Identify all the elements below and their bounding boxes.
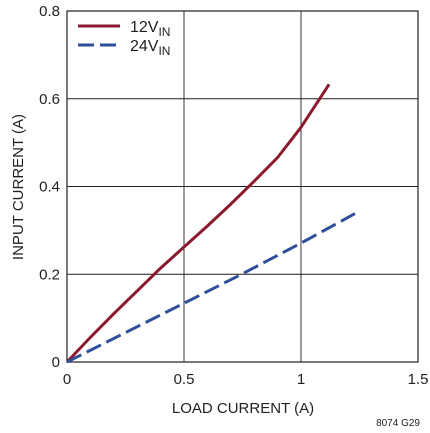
y-tick-label-1: 0.2 xyxy=(39,266,60,283)
x-tick-labels: 0 0.5 1 1.5 xyxy=(63,371,429,388)
y-tick-label-3: 0.6 xyxy=(39,91,60,108)
x-axis-label: LOAD CURRENT (A) xyxy=(172,400,314,417)
y-axis-label: INPUT CURRENT (A) xyxy=(10,114,27,260)
legend-label-0: 12VIN xyxy=(130,19,170,39)
x-tick-label-2: 1 xyxy=(297,371,305,388)
y-tick-label-0: 0 xyxy=(52,354,60,371)
y-tick-labels: 0 0.2 0.4 0.6 0.8 xyxy=(39,3,60,371)
figure-id: 8074 G29 xyxy=(376,418,420,429)
x-tick-label-1: 0.5 xyxy=(174,371,195,388)
y-tick-label-2: 0.4 xyxy=(39,179,60,196)
legend-label-1: 24VIN xyxy=(130,38,170,58)
plot-frame xyxy=(66,10,419,363)
series-line-24v-in xyxy=(66,209,361,364)
series-layer xyxy=(65,83,361,364)
x-tick-label-3: 1.5 xyxy=(408,371,429,388)
x-tick-label-0: 0 xyxy=(63,371,71,388)
series-line-12v-in xyxy=(65,83,331,364)
y-tick-label-4: 0.8 xyxy=(39,3,60,20)
